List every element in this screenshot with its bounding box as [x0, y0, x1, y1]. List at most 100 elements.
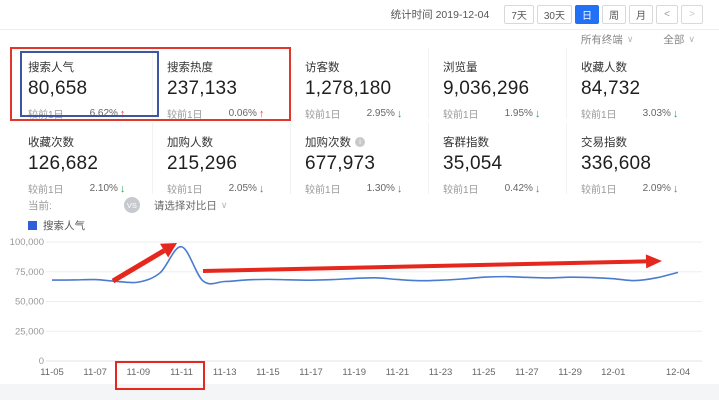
scope-filter-dropdown[interactable]: 全部 ∨	[663, 32, 695, 47]
metric-compare-label: 较前1日	[581, 185, 617, 196]
annotation-arrow-spike	[111, 248, 166, 284]
metric-value: 84,732	[581, 78, 641, 99]
metric-label: 客群指数	[443, 137, 489, 149]
chevron-down-icon: ∨	[220, 199, 228, 210]
trend-line-search-popularity	[51, 245, 679, 285]
trend-arrow-icon: ↑	[258, 107, 265, 120]
legend-label: 搜索人气	[43, 220, 85, 232]
metric-card-favorite-count[interactable]: 收藏次数 126,682 较前1日 2.10% ↓	[14, 123, 152, 196]
metric-value: 1,278,180	[305, 78, 392, 99]
metric-compare-label: 较前1日	[581, 110, 617, 121]
x-axis-tick-label: 11-11	[170, 367, 193, 378]
x-axis-tick-label: 11-23	[429, 367, 453, 378]
annotation-arrow-spike-head	[160, 243, 177, 258]
metric-value: 336,608	[581, 153, 652, 174]
metric-compare-label: 较前1日	[28, 185, 64, 196]
x-axis-tick-label: 12-01	[601, 367, 625, 378]
terminal-filter-label: 所有终端	[580, 34, 623, 46]
filter-row: 所有终端 ∨ 全部 ∨	[0, 31, 719, 48]
metric-compare-label: 较前1日	[305, 185, 341, 196]
x-axis-tick-label: 11-21	[386, 367, 410, 378]
metric-card-search-heat[interactable]: 搜索热度 237,133 较前1日 0.06% ↑	[152, 48, 290, 121]
metric-label: 访客数	[305, 62, 340, 74]
chevron-down-icon: ∨	[626, 34, 634, 44]
scope-filter-label: 全部	[663, 34, 685, 46]
trend-arrow-icon: ↑	[119, 107, 126, 120]
range-button-day[interactable]: 日	[575, 5, 599, 24]
annotation-red-box-x-labels	[115, 361, 205, 390]
x-axis-tick-label: 11-29	[558, 367, 582, 378]
metric-card-search-popularity[interactable]: 搜索人气 80,658 较前1日 6.62% ↑	[14, 48, 152, 121]
x-axis-tick-label: 12-04	[666, 367, 690, 378]
range-button-month[interactable]: 月	[629, 5, 653, 24]
trend-arrow-icon: ↓	[396, 182, 403, 195]
terminal-filter-dropdown[interactable]: 所有终端 ∨	[581, 32, 634, 47]
legend-item-search-popularity[interactable]: 搜索人气	[28, 218, 85, 233]
next-date-button[interactable]: >	[681, 5, 703, 24]
x-axis-tick-label: 11-25	[472, 367, 496, 378]
metric-value: 35,054	[443, 153, 503, 174]
trend-arrow-icon: ↓	[119, 182, 126, 195]
annotation-arrow-flat-trend	[202, 259, 647, 273]
legend-color-swatch	[28, 221, 37, 230]
y-axis-tick-label: 0	[39, 356, 44, 367]
info-icon[interactable]: i	[355, 137, 365, 147]
x-axis-tick-label: 11-17	[299, 367, 323, 378]
metric-change: 1.30%	[366, 183, 395, 194]
metric-value: 80,658	[28, 78, 88, 99]
metric-label: 收藏次数	[28, 137, 74, 149]
trend-chart-canvas[interactable]: 0 25,000 50,000 75,000 100,000 11-05 11-07 11-0…	[0, 228, 719, 400]
metric-card-cart-count[interactable]: 加购次数 i 677,973 较前1日 1.30% ↓	[290, 123, 428, 196]
vs-toggle-badge[interactable]: VS	[123, 197, 140, 213]
stats-time-label: 统计时间 2019-12-04	[390, 9, 490, 21]
metric-label: 交易指数	[581, 137, 627, 149]
y-axis-tick-label: 25,000	[15, 326, 44, 337]
trend-arrow-icon: ↓	[258, 182, 265, 195]
metric-change: 3.03%	[642, 108, 671, 119]
x-axis-tick-label: 11-27	[515, 367, 539, 378]
compare-date-picker[interactable]: 请选择对比日 ∨	[154, 198, 228, 213]
trend-arrow-icon: ↓	[534, 182, 541, 195]
metric-change: 2.95%	[366, 108, 395, 119]
range-button-7d[interactable]: 7天	[504, 5, 534, 24]
trend-arrow-icon: ↓	[396, 107, 403, 120]
current-date-label: 当前:	[28, 199, 52, 212]
trend-arrow-icon: ↓	[534, 107, 541, 120]
x-axis-tick-label: 11-15	[256, 367, 280, 378]
metric-change: 2.10%	[89, 183, 118, 194]
metric-label: 搜索热度	[167, 62, 213, 74]
trend-arrow-icon: ↓	[672, 107, 679, 120]
x-axis-tick-label: 11-07	[83, 367, 107, 378]
compare-date-picker-label: 请选择对比日	[153, 199, 217, 212]
metric-value: 126,682	[28, 153, 99, 174]
metric-change: 6.62%	[89, 108, 118, 119]
metric-label: 加购次数	[305, 137, 351, 149]
metric-card-cart-users[interactable]: 加购人数 215,296 较前1日 2.05% ↓	[152, 123, 290, 196]
metric-card-customer-index[interactable]: 客群指数 35,054 较前1日 0.42% ↓	[428, 123, 566, 196]
prev-date-button[interactable]: <	[656, 5, 678, 24]
metric-compare-label: 较前1日	[167, 185, 203, 196]
metric-change: 2.05%	[228, 183, 257, 194]
y-axis-tick-label: 100,000	[10, 237, 44, 248]
metric-compare-label: 较前1日	[443, 110, 479, 121]
x-axis-tick-label: 11-09	[127, 367, 151, 378]
trend-arrow-icon: ↓	[672, 182, 679, 195]
metric-card-transaction-index[interactable]: 交易指数 336,608 较前1日 2.09% ↓	[566, 123, 704, 196]
metric-compare-label: 较前1日	[28, 110, 64, 121]
metric-value: 677,973	[305, 153, 376, 174]
annotation-arrow-flat-trend-head	[645, 254, 662, 269]
chevron-down-icon: ∨	[688, 34, 695, 44]
metric-change: 0.06%	[228, 108, 257, 119]
metric-label: 浏览量	[443, 62, 478, 74]
range-button-30d[interactable]: 30天	[536, 5, 572, 24]
metric-label: 搜索人气	[28, 62, 74, 74]
metric-card-pageviews[interactable]: 浏览量 9,036,296 较前1日 1.95% ↓	[428, 48, 566, 121]
metric-value: 215,296	[167, 153, 238, 174]
metric-card-visitors[interactable]: 访客数 1,278,180 较前1日 2.95% ↓	[290, 48, 428, 121]
range-button-week[interactable]: 周	[602, 5, 626, 24]
metric-compare-label: 较前1日	[305, 110, 341, 121]
x-axis-tick-label: 11-19	[342, 367, 366, 378]
metric-card-favorite-users[interactable]: 收藏人数 84,732 较前1日 3.03% ↓	[566, 48, 704, 121]
metric-compare-label: 较前1日	[443, 185, 479, 196]
